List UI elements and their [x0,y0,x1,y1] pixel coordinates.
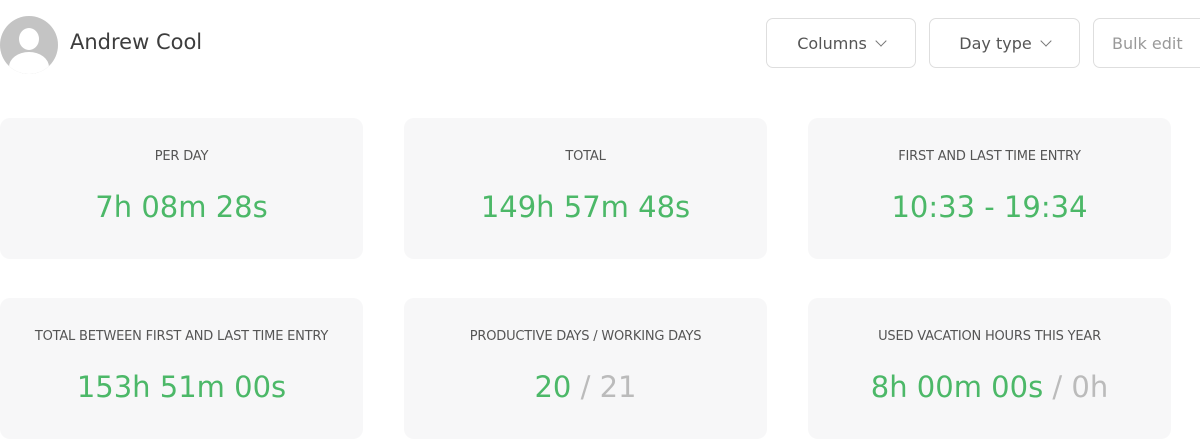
stat-value: 153h 51m 00s [76,370,287,404]
chevron-down-icon [1040,34,1052,47]
user-name: Andrew Cool [70,30,203,54]
stat-value: 10:33 - 19:34 [891,190,1088,224]
avatar-head [19,28,39,50]
stat-secondary-value: 21 [599,370,637,404]
stat-value: 8h 00m 00s [870,370,1044,404]
stat-label: TOTAL [565,149,606,164]
stat-card-total: TOTAL 149h 57m 48s [404,118,767,259]
columns-label: Columns [797,33,867,53]
stat-value: 20 [534,370,572,404]
separator: / [1052,370,1063,404]
avatar [0,16,58,74]
stat-label: USED VACATION HOURS THIS YEAR [878,329,1101,344]
separator: / [580,370,591,404]
stat-secondary-value: 0h [1071,370,1109,404]
stat-card-productive-days: PRODUCTIVE DAYS / WORKING DAYS 20 / 21 [404,298,767,439]
bulk-edit-button[interactable]: Bulk edit [1093,18,1200,68]
stat-value: 149h 57m 48s [480,190,691,224]
stat-label: PRODUCTIVE DAYS / WORKING DAYS [469,329,702,344]
stat-card-per-day: PER DAY 7h 08m 28s [0,118,363,259]
stat-card-first-last-entry: FIRST AND LAST TIME ENTRY 10:33 - 19:34 [808,118,1171,259]
day-type-label: Day type [959,33,1032,53]
stat-value: 7h 08m 28s [95,190,268,224]
stat-label: PER DAY [154,149,209,164]
avatar-body [9,52,49,74]
stat-card-total-between: TOTAL BETWEEN FIRST AND LAST TIME ENTRY … [0,298,363,439]
chevron-down-icon [875,34,887,47]
day-type-dropdown[interactable]: Day type [929,18,1080,68]
columns-dropdown[interactable]: Columns [766,18,916,68]
bulk-edit-label: Bulk edit [1112,33,1183,53]
stat-label: TOTAL BETWEEN FIRST AND LAST TIME ENTRY [34,329,329,344]
stat-label: FIRST AND LAST TIME ENTRY [898,149,1081,164]
stat-card-vacation-hours: USED VACATION HOURS THIS YEAR 8h 00m 00s… [808,298,1171,439]
